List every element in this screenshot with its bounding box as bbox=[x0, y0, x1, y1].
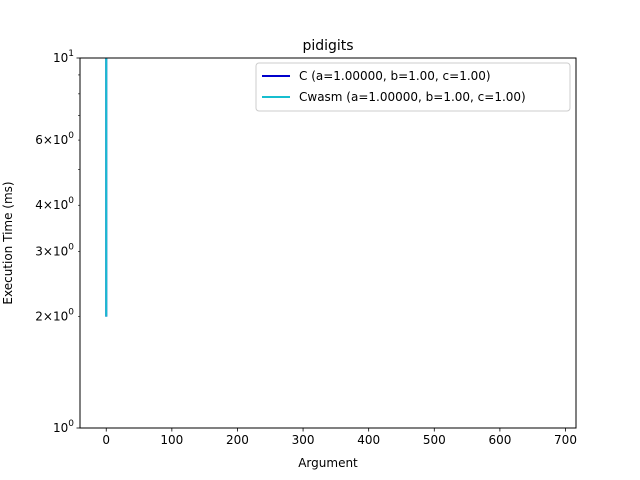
x-tick-label: 0 bbox=[102, 433, 110, 447]
ticks-layer: 0 100 200 300 400 500 600 700 100 101 2×100 3×100 4×… bbox=[35, 49, 577, 447]
x-axis-label: Argument bbox=[298, 456, 358, 470]
x-tick-label: 400 bbox=[357, 433, 380, 447]
y-minor-tick-label: 6×100 bbox=[35, 131, 74, 147]
legend-label-cwasm: Cwasm (a=1.00000, b=1.00, c=1.00) bbox=[299, 90, 526, 104]
y-major-tick-label: 101 bbox=[53, 49, 74, 65]
plot-frame bbox=[79, 57, 577, 429]
y-axis-label: Execution Time (ms) bbox=[1, 181, 15, 304]
x-tick-label: 300 bbox=[292, 433, 315, 447]
x-tick-label: 200 bbox=[226, 433, 249, 447]
x-tick-label: 600 bbox=[488, 433, 511, 447]
y-minor-tick-label: 4×100 bbox=[35, 196, 74, 212]
y-minor-tick-label: 3×100 bbox=[35, 242, 74, 258]
y-minor-tick-label: 2×100 bbox=[35, 308, 74, 324]
legend: C (a=1.00000, b=1.00, c=1.00) Cwasm (a=1… bbox=[255, 62, 571, 112]
legend-box bbox=[255, 62, 571, 112]
x-tick-label: 100 bbox=[160, 433, 183, 447]
x-tick-label: 500 bbox=[423, 433, 446, 447]
plot-area bbox=[80, 58, 576, 428]
x-tick-label: 700 bbox=[554, 433, 577, 447]
y-major-tick-label: 100 bbox=[53, 419, 74, 435]
legend-label-c: C (a=1.00000, b=1.00, c=1.00) bbox=[299, 69, 491, 83]
chart-title: pidigits bbox=[302, 38, 353, 54]
